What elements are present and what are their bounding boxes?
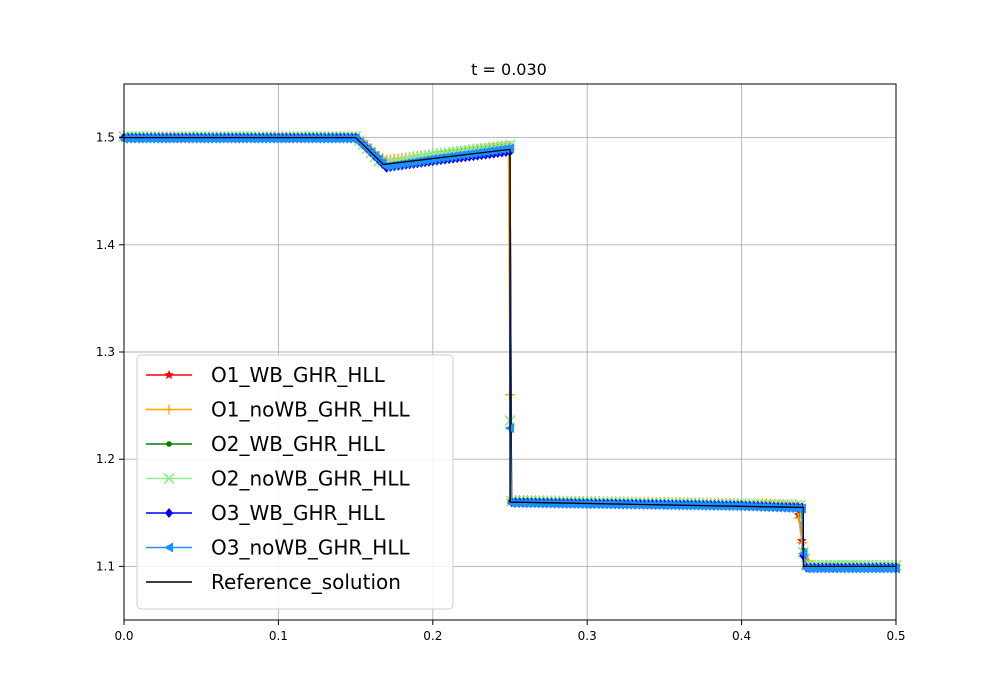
legend-label: Reference_solution xyxy=(211,570,401,594)
x-tick-label: 0.4 xyxy=(732,629,751,643)
series-Reference_solution xyxy=(124,136,896,568)
series-layer xyxy=(118,130,902,574)
data-point-marker xyxy=(404,157,414,168)
data-point-marker xyxy=(420,155,430,166)
legend-label: O3_noWB_GHR_HLL xyxy=(211,536,410,560)
legend-label: O1_WB_GHR_HLL xyxy=(211,363,386,387)
legend-marker xyxy=(165,508,173,518)
y-tick-label: 1.3 xyxy=(96,345,115,359)
data-point-marker xyxy=(500,143,510,154)
legend-entry: O2_WB_GHR_HLL xyxy=(146,432,386,456)
data-point-marker xyxy=(506,498,516,509)
x-tick-label: 0.3 xyxy=(578,629,597,643)
x-tick-label: 0.2 xyxy=(423,629,442,643)
data-point-marker xyxy=(412,156,422,167)
data-point-marker xyxy=(408,157,418,168)
x-tick-label: 0.1 xyxy=(269,629,288,643)
legend-entry: Reference_solution xyxy=(146,570,401,594)
legend-marker xyxy=(166,441,172,447)
data-point-marker xyxy=(488,145,498,156)
y-tick-label: 1.4 xyxy=(96,238,115,252)
axes: 0.0 0.1 0.2 0.3 0.4 0.5 1.1 1.2 1.3 1.4 1.5 xyxy=(96,131,906,643)
legend-marker xyxy=(164,404,174,415)
x-tick-label: 0.0 xyxy=(114,629,133,643)
data-point-marker xyxy=(350,133,360,144)
legend-entry: O3_noWB_GHR_HLL xyxy=(146,536,410,560)
x-tick-label: 0.5 xyxy=(886,629,905,643)
data-point-marker xyxy=(496,144,506,155)
legend-label: O2_noWB_GHR_HLL xyxy=(211,467,410,491)
series-line xyxy=(124,136,896,568)
legend: O1_WB_GHR_HLL O1_noWB_GHR_HLL O2_WB_GHR_HL… xyxy=(136,354,454,610)
legend-label: O3_WB_GHR_HLL xyxy=(211,501,386,525)
legend-marker xyxy=(163,472,175,485)
y-tick-label: 1.1 xyxy=(96,559,115,573)
data-point-marker xyxy=(484,146,494,157)
legend-entry: O1_WB_GHR_HLL xyxy=(146,363,386,387)
legend-label: O2_WB_GHR_HLL xyxy=(211,432,386,456)
legend-label: O1_noWB_GHR_HLL xyxy=(211,398,410,422)
chart-title: t = 0.030 xyxy=(471,60,547,79)
legend-entry: O2_noWB_GHR_HLL xyxy=(146,467,410,491)
legend-marker xyxy=(164,370,174,380)
legend-entry: O1_noWB_GHR_HLL xyxy=(146,398,410,422)
data-point-marker xyxy=(416,155,426,166)
legend-marker xyxy=(164,542,173,553)
data-point-marker xyxy=(492,145,502,156)
data-point-marker xyxy=(582,499,592,510)
legend-entry: O3_WB_GHR_HLL xyxy=(146,501,386,525)
data-point-marker xyxy=(505,143,514,154)
y-tick-label: 1.5 xyxy=(96,131,115,145)
legend-box xyxy=(136,354,454,610)
y-tick-label: 1.2 xyxy=(96,452,115,466)
